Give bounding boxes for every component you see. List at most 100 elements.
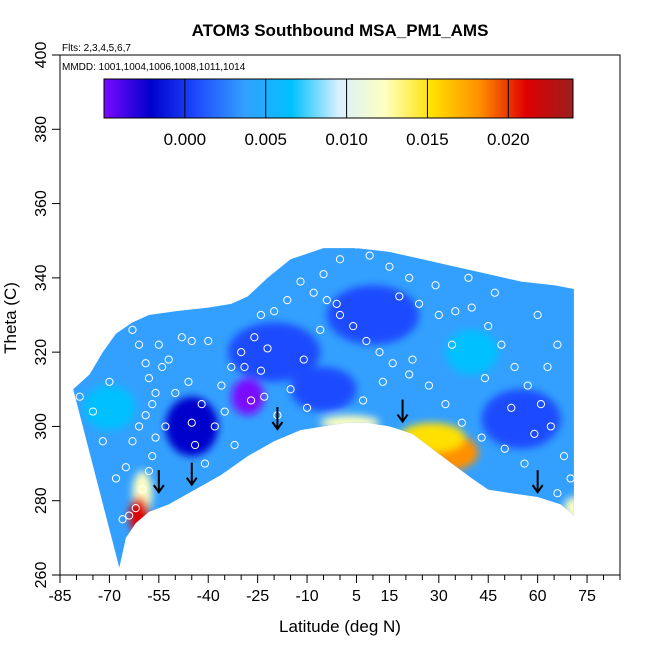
observation-point xyxy=(431,281,440,290)
colorbar: 0.000 0.005 0.010 0.015 0.020 xyxy=(103,78,574,149)
observation-point xyxy=(447,340,457,349)
observation-point xyxy=(256,310,266,320)
observation-point xyxy=(217,381,226,390)
x-tick-label: -40 xyxy=(197,588,220,605)
field-anomaly xyxy=(326,285,420,345)
observation-point xyxy=(121,463,130,472)
x-tick-label: 60 xyxy=(529,588,547,605)
x-tick-label: -70 xyxy=(98,588,121,605)
observation-point xyxy=(125,511,134,520)
observation-point xyxy=(480,374,490,383)
observation-point xyxy=(408,355,417,364)
observation-point xyxy=(464,273,473,282)
observation-point xyxy=(388,359,397,368)
observation-point xyxy=(151,433,160,442)
y-tick-label: 360 xyxy=(33,190,50,217)
observation-point xyxy=(358,396,368,405)
observation-point xyxy=(451,307,460,316)
arrow-marker xyxy=(271,407,284,431)
observation-point xyxy=(240,362,249,372)
observation-point xyxy=(88,407,98,416)
observation-point xyxy=(490,288,499,297)
x-tick-label: 75 xyxy=(578,588,596,605)
observation-point xyxy=(246,396,256,405)
colorbar-tick-label: 0.005 xyxy=(244,130,287,149)
observation-point xyxy=(128,437,137,446)
observation-point xyxy=(220,407,229,416)
observation-point xyxy=(260,392,269,401)
observation-point xyxy=(500,444,509,453)
observation-point xyxy=(256,366,266,375)
observation-point xyxy=(144,374,154,383)
observation-point xyxy=(187,336,196,346)
field-anomaly xyxy=(83,385,136,431)
observation-point xyxy=(424,381,434,390)
observation-point xyxy=(441,400,450,409)
observation-point xyxy=(141,411,150,420)
observation-point xyxy=(171,388,180,398)
x-tick-label: -55 xyxy=(147,588,170,605)
observation-point xyxy=(553,340,562,349)
observation-point xyxy=(134,422,144,431)
observation-point xyxy=(484,322,493,331)
observation-point xyxy=(263,344,272,353)
observation-point xyxy=(144,466,154,476)
chart-title: ATOM3 Southbound MSA_PM1_AMS xyxy=(192,21,489,40)
x-tick-label: -25 xyxy=(246,588,269,605)
observation-point xyxy=(385,262,394,271)
observation-point xyxy=(349,322,358,331)
observation-point xyxy=(141,359,150,368)
observation-point xyxy=(237,348,246,357)
x-tick-label: 45 xyxy=(479,588,497,605)
observation-point xyxy=(105,377,114,386)
observation-point xyxy=(546,422,555,431)
observation-point xyxy=(530,429,539,438)
observation-point xyxy=(559,452,569,461)
observation-point xyxy=(177,333,186,342)
observation-point xyxy=(283,296,292,305)
observation-point xyxy=(510,362,519,372)
observation-point xyxy=(553,489,562,498)
observation-point xyxy=(190,440,200,450)
observation-point xyxy=(151,388,160,398)
observation-point xyxy=(457,418,466,427)
observation-point xyxy=(286,385,295,394)
observation-point xyxy=(405,370,414,379)
arrows xyxy=(153,399,544,494)
observation-point xyxy=(395,292,404,301)
observation-point xyxy=(134,340,144,349)
observation-point xyxy=(184,377,193,386)
arrow-marker xyxy=(531,470,544,494)
arrow-marker xyxy=(396,399,409,424)
observation-point xyxy=(309,288,318,297)
observation-point xyxy=(164,355,173,364)
y-tick-label: 300 xyxy=(33,413,50,440)
arrow-marker xyxy=(185,462,198,487)
observation-points xyxy=(75,240,575,524)
x-axis-label: Latitude (deg N) xyxy=(279,617,401,636)
observation-point xyxy=(296,277,305,286)
observation-point xyxy=(316,325,325,334)
observation-point xyxy=(536,400,546,409)
observation-point xyxy=(200,459,210,468)
observation-point xyxy=(523,381,532,390)
observation-point xyxy=(378,377,387,386)
observation-point xyxy=(543,362,552,372)
observation-point xyxy=(230,440,239,450)
x-tick-label: 15 xyxy=(381,588,399,605)
observation-point xyxy=(477,433,486,442)
y-tick-label: 320 xyxy=(33,339,50,366)
field-anomaly xyxy=(320,415,380,431)
x-axis: -85 -70 -55 -40 -25 -10 5 15 30 45 60 75 xyxy=(48,575,621,605)
observation-point xyxy=(270,307,279,316)
x-tick-label: -10 xyxy=(295,588,318,605)
observation-point xyxy=(250,333,259,342)
observation-point xyxy=(533,310,542,320)
observation-point xyxy=(414,299,424,308)
observation-point xyxy=(131,504,140,513)
observation-point xyxy=(362,336,371,346)
observation-point xyxy=(332,299,341,308)
field-anomaly xyxy=(399,422,466,453)
observation-point xyxy=(497,340,506,349)
